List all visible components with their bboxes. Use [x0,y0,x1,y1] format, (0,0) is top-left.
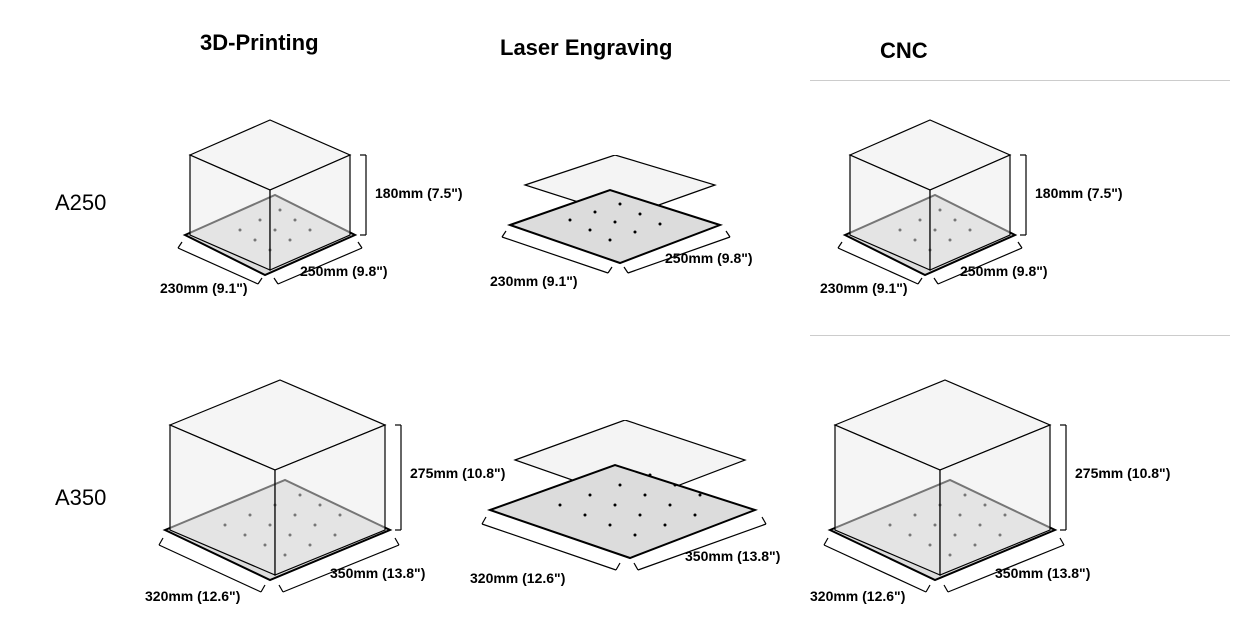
col-header-cnc: CNC [880,38,928,64]
dim-depth: 250mm (9.8") [300,263,388,279]
dim-width: 230mm (9.1") [490,273,578,289]
row-label-a350: A350 [55,485,106,511]
dim-height: 275mm (10.8") [1075,465,1170,481]
cell-a350-laser: 350mm (13.8") 320mm (12.6") [460,420,790,600]
divider [810,80,1230,81]
dim-depth: 250mm (9.8") [665,250,753,266]
dim-width: 230mm (9.1") [820,280,908,296]
cell-a250-laser: 250mm (9.8") 230mm (9.1") [475,155,765,295]
spec-diagram: 3D-Printing Laser Engraving CNC A250 A35… [0,0,1233,630]
dim-depth: 350mm (13.8") [995,565,1090,581]
dim-width: 320mm (12.6") [470,570,565,586]
col-header-printing: 3D-Printing [200,30,319,56]
row-label-a250: A250 [55,190,106,216]
dim-depth: 350mm (13.8") [685,548,780,564]
dim-depth: 250mm (9.8") [960,263,1048,279]
divider [810,335,1230,336]
dim-width: 320mm (12.6") [145,588,240,604]
col-header-laser: Laser Engraving [500,35,672,61]
cell-a350-printing: 275mm (10.8") 350mm (13.8") 320mm (12.6"… [145,370,455,605]
cell-a250-cnc: 180mm (7.5") 250mm (9.8") 230mm (9.1") [820,110,1080,295]
dim-depth: 350mm (13.8") [330,565,425,581]
dim-height: 180mm (7.5") [375,185,463,201]
cell-a350-cnc: 275mm (10.8") 350mm (13.8") 320mm (12.6"… [810,370,1120,605]
dim-width: 230mm (9.1") [160,280,248,296]
dim-width: 320mm (12.6") [810,588,905,604]
dim-height: 180mm (7.5") [1035,185,1123,201]
cell-a250-printing: 180mm (7.5") 250mm (9.8") 230mm (9.1") [160,110,420,295]
